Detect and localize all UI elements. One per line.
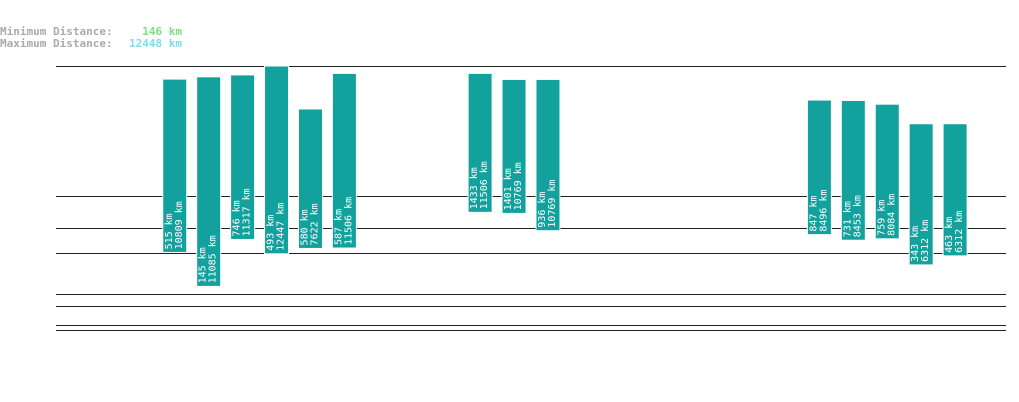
min-value: 146 km <box>142 25 182 38</box>
value-label: 10809 km <box>174 201 185 249</box>
range-bar <box>874 103 900 240</box>
value-label: 7622 km <box>309 203 320 245</box>
value-label: 145 km <box>198 247 209 283</box>
value-label: 11506 km <box>343 197 354 245</box>
range-bar <box>840 99 866 241</box>
range-bar <box>162 78 188 253</box>
value-label: 587 km <box>333 209 344 245</box>
value-label: 936 km <box>537 192 548 228</box>
value-label: 10769 km <box>547 180 558 228</box>
value-label: 11085 km <box>208 235 219 283</box>
value-label: 580 km <box>299 209 310 245</box>
value-label: 759 km <box>876 200 887 236</box>
value-label: 8496 km <box>818 189 829 231</box>
range-bar <box>331 72 357 249</box>
value-label: 731 km <box>842 201 853 237</box>
min-label: Minimum Distance: <box>0 25 113 38</box>
range-bar <box>264 65 290 255</box>
value-label: 1433 km <box>469 167 480 209</box>
value-label: 343 km <box>910 226 921 262</box>
range-bar <box>196 76 222 287</box>
value-label: 8084 km <box>886 194 897 236</box>
range-bar <box>908 123 934 266</box>
value-label: 8453 km <box>852 195 863 237</box>
value-label: 12447 km <box>276 203 287 251</box>
range-bar <box>467 72 493 213</box>
value-label: 493 km <box>266 215 277 251</box>
value-label: 1401 km <box>503 168 514 210</box>
value-label: 10769 km <box>513 162 524 210</box>
range-bar <box>501 78 527 214</box>
value-label: 746 km <box>232 200 243 236</box>
max-value: 12448 km <box>129 37 182 50</box>
range-bar <box>230 74 256 240</box>
range-bar <box>535 78 561 232</box>
value-label: 515 km <box>164 213 175 249</box>
value-label: 6312 km <box>920 220 931 262</box>
value-label: 463 km <box>944 217 955 253</box>
range-bar <box>297 108 323 249</box>
value-label: 11506 km <box>479 161 490 209</box>
range-bar <box>942 123 968 257</box>
range-bar <box>806 99 832 236</box>
value-label: 11317 km <box>242 188 253 236</box>
max-label: Maximum Distance: <box>0 37 113 50</box>
value-label: 847 km <box>808 196 819 232</box>
value-label: 6312 km <box>954 211 965 253</box>
